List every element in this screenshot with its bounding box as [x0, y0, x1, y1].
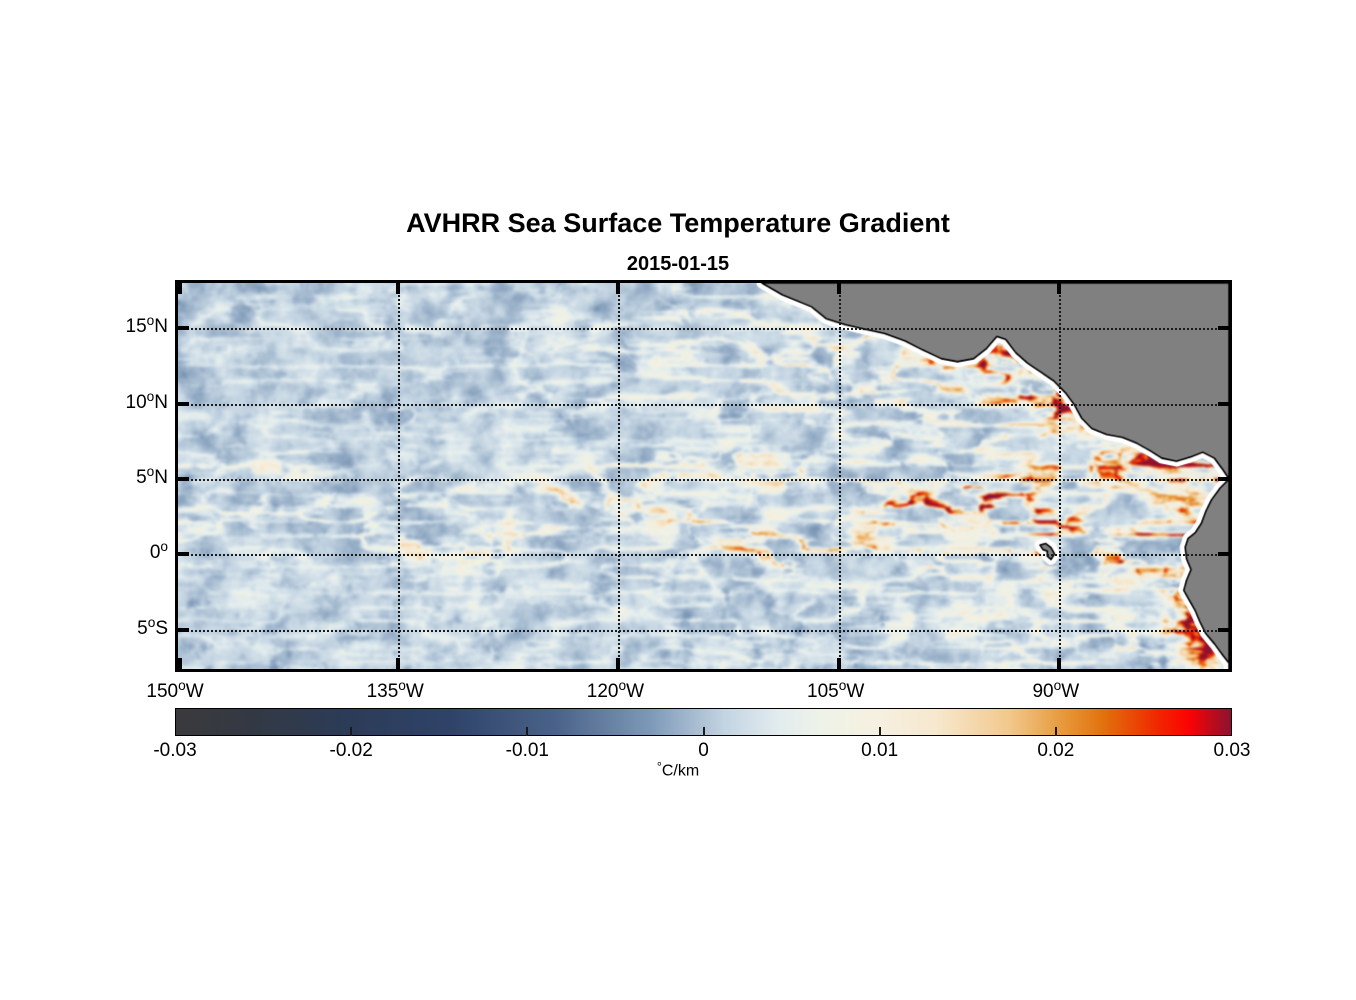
y-tick-value: 5 [137, 617, 148, 639]
degree-symbol-icon: o [146, 313, 155, 329]
sst-gradient-heatmap [178, 283, 1229, 669]
x-tick-hemisphere: W [626, 681, 645, 703]
x-tick-value: 150 [146, 681, 179, 703]
x-tick-hemisphere: W [405, 681, 424, 703]
degree-symbol-icon: o [618, 678, 627, 693]
degree-symbol-icon: o [160, 539, 168, 555]
y-tick-label: 5oN [136, 464, 168, 489]
x-tick-value: 90 [1032, 681, 1054, 703]
colorbar-container[interactable] [175, 708, 1232, 736]
colorbar-tick-label: 0.02 [1037, 740, 1075, 761]
x-tick-hemisphere: W [1061, 681, 1080, 703]
degree-symbol-icon: o [147, 614, 156, 630]
x-tick-label: 135oW [367, 678, 424, 703]
y-tick-label: 5oS [137, 615, 168, 640]
y-tick-value: 15 [125, 316, 147, 338]
x-tick-label: 120oW [587, 678, 644, 703]
degree-symbol-icon: o [838, 678, 847, 693]
y-tick-label: 0o [150, 539, 168, 564]
colorbar-tick-label: 0 [698, 740, 709, 761]
y-tick-value: 10 [125, 391, 147, 413]
degree-symbol-icon: o [398, 678, 406, 693]
y-tick-label: 10oN [126, 389, 168, 414]
y-tick-hemisphere: N [154, 316, 168, 338]
colorbar-tick-label: 0.01 [861, 740, 899, 761]
colorbar-tick [1054, 727, 1057, 736]
degree-symbol-icon: o [146, 464, 155, 479]
colorbar-tick-label: -0.03 [153, 740, 197, 761]
colorbar-tick [878, 727, 881, 736]
y-tick-hemisphere: S [155, 617, 168, 639]
y-tick-value: 0 [149, 542, 161, 564]
x-tick-label: 90oW [1032, 678, 1079, 703]
colorbar-tick-label: -0.01 [505, 740, 549, 761]
y-tick-hemisphere: N [154, 467, 168, 489]
degree-symbol-icon: o [178, 678, 186, 693]
figure-subtitle-date: 2015-01-15 [626, 253, 730, 275]
x-tick-hemisphere: W [846, 681, 865, 703]
x-tick-value: 135 [366, 681, 399, 703]
x-tick-label: 105oW [807, 678, 864, 703]
degree-symbol-icon: ° [656, 760, 662, 774]
colorbar-tick-label: -0.02 [329, 740, 373, 761]
degree-symbol-icon: o [146, 388, 155, 404]
colorbar-tick [526, 727, 529, 736]
x-tick-value: 120 [586, 681, 619, 703]
colorbar-units-label: °C/km [0, 760, 1356, 780]
x-tick-hemisphere: W [185, 681, 204, 703]
x-tick-value: 105 [807, 681, 839, 703]
colorbar-units-text: C/km [661, 762, 700, 780]
y-tick-hemisphere: N [154, 391, 168, 413]
y-tick-value: 5 [136, 467, 147, 489]
colorbar-tick [350, 727, 353, 736]
colorbar-tick-label: 0.03 [1213, 740, 1251, 761]
map-plot-area[interactable] [175, 280, 1232, 672]
x-tick-label: 150oW [146, 678, 203, 703]
y-tick-label: 15oN [126, 313, 168, 338]
page-title: AVHRR Sea Surface Temperature Gradient [406, 208, 950, 238]
degree-symbol-icon: o [1053, 678, 1062, 693]
colorbar-tick [702, 727, 705, 736]
